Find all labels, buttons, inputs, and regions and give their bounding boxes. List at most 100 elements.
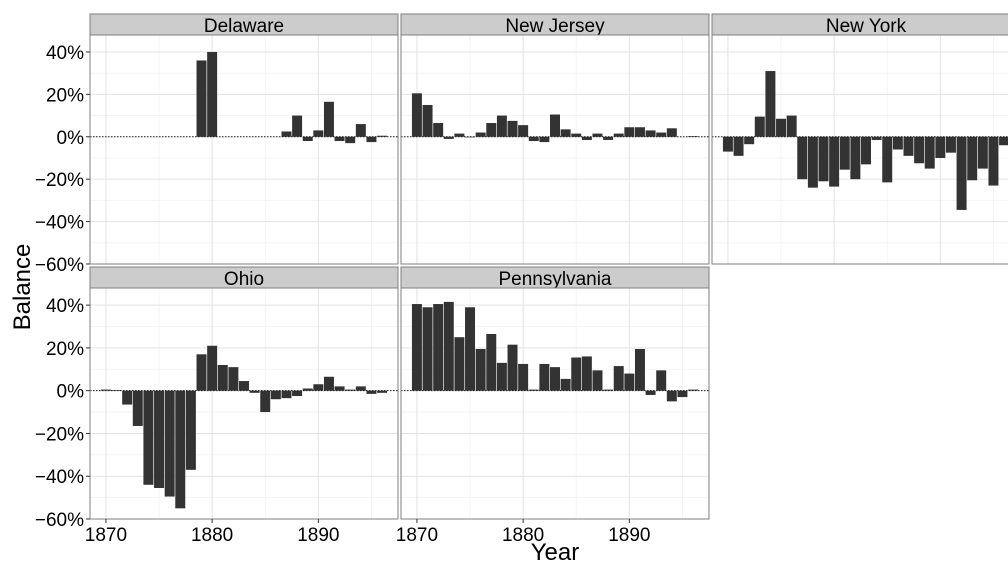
bar-new-york-1896	[999, 136, 1008, 146]
bar-pennsylvania-1885	[571, 357, 582, 391]
facet-label: Delaware	[204, 16, 284, 37]
bar-pennsylvania-1889	[613, 366, 624, 391]
panel-new-jersey: New Jersey	[400, 13, 710, 265]
y-tick-label: −60%	[35, 255, 84, 276]
bar-pennsylvania-1872	[433, 304, 444, 391]
y-tick-label: −40%	[35, 213, 84, 234]
bar-new-jersey-1894	[666, 128, 677, 137]
bar-new-jersey-1872	[433, 123, 444, 137]
bar-ohio-1878	[185, 390, 196, 470]
bar-new-york-1879	[818, 136, 829, 182]
bar-new-york-1883	[861, 136, 871, 165]
bar-new-jersey-1888	[603, 136, 614, 140]
bar-new-york-1875	[776, 118, 787, 137]
bar-new-york-1881	[839, 136, 850, 170]
bar-new-york-1892	[956, 136, 967, 210]
bar-delaware-1893	[345, 136, 356, 144]
bar-pennsylvania-1877	[486, 333, 497, 391]
x-axis-middle-column: 1870 1880 1890	[396, 519, 650, 546]
bar-ohio-1877	[175, 390, 186, 509]
y-tick-label: −40%	[35, 467, 84, 488]
bar-ohio-1872	[122, 390, 133, 405]
bar-delaware-1892	[334, 136, 345, 142]
bar-new-york-1889	[924, 136, 935, 169]
panel-background	[401, 35, 709, 264]
bar-new-jersey-1883	[550, 114, 560, 137]
bar-new-jersey-1892	[645, 130, 656, 137]
facet-label: New York	[826, 16, 907, 37]
y-tick-label: 20%	[46, 339, 84, 360]
panels-layer: Delaware New Jersey New York Ohio Pennsylvan…	[89, 13, 1008, 520]
y-tick-label: −60%	[35, 510, 84, 531]
x-tick-label: 1880	[502, 525, 544, 546]
bar-new-york-1886	[892, 136, 903, 150]
bar-new-york-1878	[807, 136, 818, 188]
bar-pennsylvania-1882	[539, 363, 550, 391]
bar-new-jersey-1887	[592, 133, 603, 137]
bar-delaware-1888	[292, 115, 303, 137]
bar-new-york-1890	[935, 136, 946, 158]
bar-new-york-1884	[871, 136, 882, 140]
bar-ohio-1885	[260, 390, 271, 413]
bar-ohio-1874	[143, 390, 154, 485]
bar-pennsylvania-1895	[677, 390, 688, 398]
bar-ohio-1887	[281, 390, 292, 399]
facet-label: Ohio	[224, 269, 264, 290]
bar-ohio-1895	[366, 390, 377, 394]
bar-new-jersey-1879	[507, 120, 518, 137]
bar-pennsylvania-1873	[443, 301, 454, 391]
bar-ohio-1883	[239, 381, 249, 391]
bar-new-york-1888	[914, 136, 925, 164]
x-axis-title: Year	[531, 539, 580, 562]
bar-ohio-1871	[111, 390, 122, 391]
x-axis-left-column: 1870 1880 1890	[85, 519, 339, 546]
x-tick-label: 1890	[297, 525, 339, 546]
bar-new-york-1872	[744, 136, 755, 145]
bar-new-york-1871	[733, 136, 744, 156]
bar-new-jersey-1884	[560, 129, 571, 137]
panel-new-york: New York	[711, 13, 1008, 265]
bar-pennsylvania-1896	[688, 389, 699, 391]
bar-new-york-1893	[967, 136, 978, 181]
bar-delaware-1890	[313, 130, 324, 137]
bar-new-jersey-1874	[454, 133, 465, 137]
bar-new-york-1874	[765, 71, 776, 137]
bar-delaware-1895	[366, 136, 377, 143]
panel-delaware: Delaware	[89, 13, 399, 265]
bar-pennsylvania-1891	[634, 348, 645, 391]
y-axis-title: Balance	[9, 244, 36, 331]
bar-ohio-1884	[249, 390, 260, 393]
y-tick-label: 40%	[46, 296, 84, 317]
bar-ohio-1891	[323, 376, 334, 391]
bar-new-york-1885	[882, 136, 893, 183]
bar-pennsylvania-1871	[422, 307, 433, 391]
bar-pennsylvania-1883	[550, 367, 560, 391]
bar-new-jersey-1885	[571, 133, 582, 137]
bar-ohio-1879	[196, 354, 207, 391]
bar-ohio-1894	[355, 386, 366, 391]
bar-pennsylvania-1888	[603, 389, 614, 391]
bar-pennsylvania-1879	[507, 344, 518, 391]
bar-new-jersey-1870	[411, 93, 422, 137]
bar-pennsylvania-1870	[411, 304, 422, 391]
bar-new-york-1891	[945, 136, 956, 153]
x-tick-label: 1880	[191, 525, 233, 546]
bar-ohio-1886	[270, 390, 281, 400]
panel-border	[711, 34, 1008, 265]
bar-ohio-1892	[334, 386, 345, 391]
bar-pennsylvania-1878	[496, 362, 507, 391]
bar-pennsylvania-1875	[465, 307, 476, 391]
bar-new-york-1870	[722, 136, 733, 152]
bar-new-york-1876	[786, 115, 797, 137]
panel-ohio: Ohio	[89, 266, 399, 520]
panel-border	[400, 287, 710, 520]
bar-delaware-1891	[323, 101, 334, 137]
bar-new-york-1873	[754, 116, 765, 137]
bar-pennsylvania-1880	[518, 363, 529, 391]
bar-ohio-1873	[132, 390, 143, 426]
facet-label: New Jersey	[505, 16, 605, 37]
bar-delaware-1880	[207, 51, 218, 137]
bar-pennsylvania-1890	[624, 373, 635, 391]
y-tick-label: 20%	[46, 85, 84, 106]
